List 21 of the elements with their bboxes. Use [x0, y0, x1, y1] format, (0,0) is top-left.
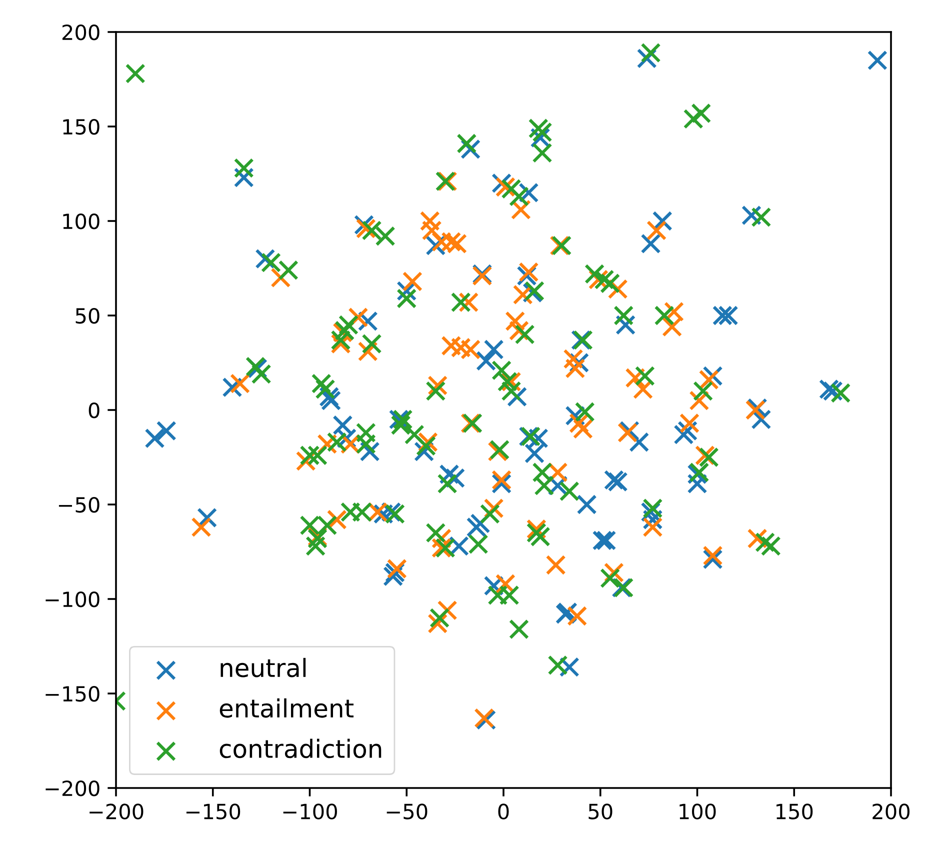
y-tick-label: −50: [58, 496, 100, 513]
x-tick-label: −200: [90, 804, 144, 820]
x-tick-label: −100: [283, 804, 337, 820]
y-tick-label: −150: [46, 686, 100, 702]
y-tick-label: −100: [46, 591, 100, 608]
y-tick-label: 50: [76, 308, 100, 324]
y-tick-label: −200: [46, 780, 100, 796]
y-tick-label: 0: [88, 402, 100, 418]
legend-label: contradiction: [220, 738, 382, 758]
x-tick-label: 200: [872, 804, 910, 820]
x-tick-label: −150: [186, 804, 240, 820]
y-tick-label: 150: [63, 118, 100, 135]
x-tick-label: 150: [776, 804, 813, 820]
x-tick-label: 100: [680, 804, 716, 820]
x-tick-label: 50: [588, 804, 612, 820]
y-tick-label: 200: [62, 24, 100, 40]
y-tick-label: 100: [63, 213, 100, 230]
x-tick-label: −50: [386, 804, 428, 820]
legend-label: neutral: [220, 658, 306, 678]
x-tick-label: 0: [498, 804, 509, 820]
legend-label: entailment: [220, 698, 354, 718]
